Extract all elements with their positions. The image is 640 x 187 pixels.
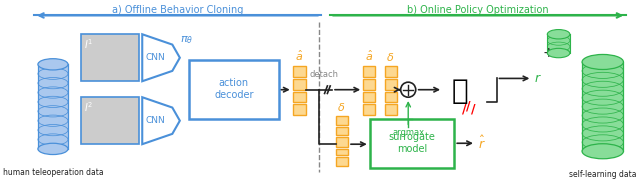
Ellipse shape [38, 59, 68, 70]
Text: $\delta$: $\delta$ [337, 101, 346, 113]
Text: argmax: argmax [392, 128, 424, 137]
Text: /: / [462, 103, 467, 116]
Text: b) Online Policy Optimization: b) Online Policy Optimization [407, 4, 548, 15]
Bar [385, 79, 397, 90]
Text: action
decoder: action decoder [214, 78, 253, 100]
Polygon shape [142, 97, 180, 144]
Bar [292, 66, 306, 77]
Bar [385, 104, 397, 115]
Text: 🤖: 🤖 [452, 77, 468, 105]
Text: self-learning data: self-learning data [569, 170, 637, 179]
Text: /: / [466, 99, 470, 112]
Ellipse shape [547, 48, 570, 58]
Bar [363, 79, 375, 90]
Ellipse shape [38, 143, 68, 154]
Bar [385, 66, 397, 77]
Bar [547, 34, 570, 53]
Text: /: / [471, 103, 476, 116]
Bar [336, 137, 348, 147]
Polygon shape [142, 34, 180, 81]
Text: $r$: $r$ [534, 72, 542, 85]
Bar [292, 92, 306, 102]
Bar [292, 104, 306, 115]
Ellipse shape [582, 144, 623, 159]
Text: $\hat{a}$: $\hat{a}$ [365, 49, 373, 63]
Text: surrogate
model: surrogate model [388, 132, 435, 154]
Bar [38, 64, 68, 149]
Bar [292, 79, 306, 90]
Bar [189, 60, 278, 119]
Text: detach: detach [309, 70, 338, 79]
Text: $\hat{r}$: $\hat{r}$ [477, 135, 486, 152]
Bar [385, 92, 397, 102]
Bar [336, 157, 348, 166]
Text: human teleoperation data: human teleoperation data [3, 168, 103, 177]
Bar [582, 62, 623, 151]
Bar [336, 127, 348, 135]
Circle shape [401, 82, 416, 97]
Bar [370, 119, 454, 168]
Text: a) Offline Behavior Cloning: a) Offline Behavior Cloning [112, 4, 244, 15]
Ellipse shape [582, 54, 623, 70]
Text: $I^1$: $I^1$ [84, 37, 93, 51]
Text: +: + [543, 46, 554, 60]
Ellipse shape [547, 30, 570, 39]
Text: CNN: CNN [145, 53, 165, 62]
Text: $\delta$: $\delta$ [386, 51, 394, 63]
Bar [81, 97, 140, 144]
Bar [336, 116, 348, 125]
Bar [336, 149, 348, 155]
Bar [363, 66, 375, 77]
Bar [363, 92, 375, 102]
Text: CNN: CNN [145, 116, 165, 125]
Text: $I^2$: $I^2$ [84, 100, 93, 114]
Bar [363, 104, 375, 115]
Text: $\pi_\theta$: $\pi_\theta$ [180, 34, 193, 46]
Bar [81, 34, 140, 81]
Text: $\hat{a}$: $\hat{a}$ [295, 49, 303, 63]
